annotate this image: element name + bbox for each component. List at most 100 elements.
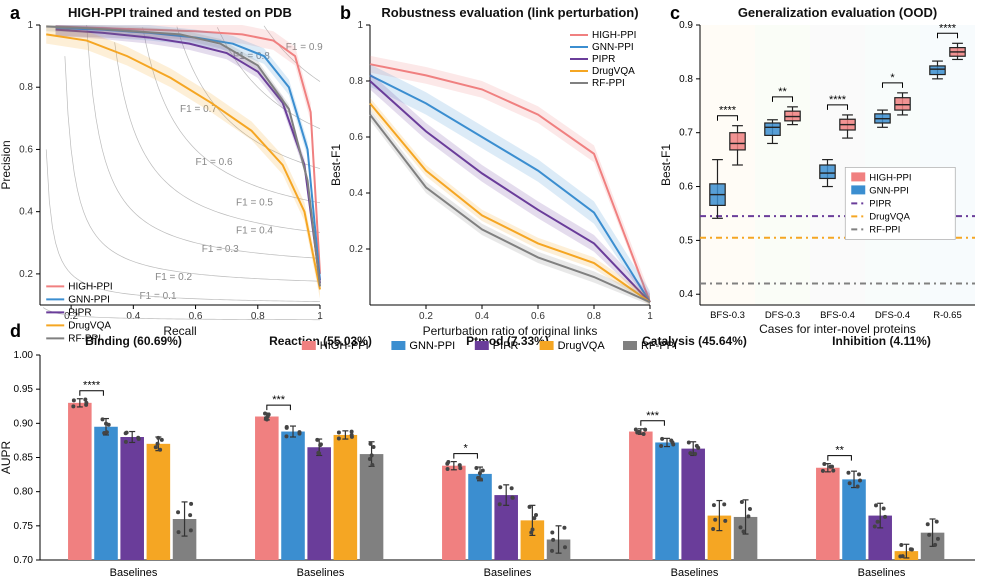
svg-text:R-0.65: R-0.65 bbox=[933, 310, 962, 321]
svg-text:F1 = 0.1: F1 = 0.1 bbox=[140, 291, 177, 302]
bar bbox=[281, 432, 305, 560]
svg-text:0.4: 0.4 bbox=[19, 207, 33, 218]
panel-c: cGeneralization evaluation (OOD)0.40.50.… bbox=[659, 3, 975, 336]
svg-text:0.8: 0.8 bbox=[587, 311, 601, 322]
svg-text:0.75: 0.75 bbox=[14, 521, 34, 532]
svg-text:F1 = 0.6: F1 = 0.6 bbox=[196, 157, 233, 168]
svg-text:AUPR: AUPR bbox=[0, 440, 13, 474]
svg-text:0.4: 0.4 bbox=[679, 289, 693, 300]
svg-text:0.2: 0.2 bbox=[419, 311, 433, 322]
svg-text:Baselines: Baselines bbox=[671, 567, 719, 579]
bar bbox=[816, 468, 840, 560]
panel-a-title: HIGH-PPI trained and tested on PDB bbox=[68, 5, 292, 20]
svg-text:0.4: 0.4 bbox=[349, 188, 363, 199]
svg-text:**: ** bbox=[835, 445, 844, 457]
svg-text:BFS-0.4: BFS-0.4 bbox=[820, 310, 855, 321]
svg-text:b: b bbox=[340, 3, 351, 23]
svg-text:0.6: 0.6 bbox=[19, 144, 33, 155]
svg-text:Precision: Precision bbox=[0, 140, 13, 189]
svg-text:**: ** bbox=[778, 86, 787, 98]
bar bbox=[68, 403, 92, 560]
svg-text:PIPR: PIPR bbox=[493, 340, 519, 352]
svg-text:0.8: 0.8 bbox=[251, 311, 265, 322]
svg-text:****: **** bbox=[829, 94, 847, 106]
svg-text:RF-PPI: RF-PPI bbox=[641, 340, 677, 352]
svg-text:PIPR: PIPR bbox=[869, 198, 891, 209]
svg-text:Best-F1: Best-F1 bbox=[659, 144, 673, 186]
svg-text:HIGH-PPI: HIGH-PPI bbox=[320, 340, 369, 352]
svg-text:1: 1 bbox=[317, 311, 323, 322]
svg-text:DrugVQA: DrugVQA bbox=[68, 320, 111, 331]
svg-text:0.6: 0.6 bbox=[679, 182, 693, 193]
svg-text:a: a bbox=[10, 3, 21, 23]
svg-text:HIGH-PPI: HIGH-PPI bbox=[869, 172, 911, 183]
svg-text:Baselines: Baselines bbox=[110, 567, 158, 579]
svg-text:HIGH-PPI: HIGH-PPI bbox=[68, 281, 112, 292]
svg-text:DFS-0.4: DFS-0.4 bbox=[875, 310, 910, 321]
svg-text:*: * bbox=[463, 443, 468, 455]
svg-text:***: *** bbox=[646, 410, 660, 422]
svg-text:PIPR: PIPR bbox=[592, 54, 615, 65]
panel-b: b Robustness evaluation (link perturbatio… bbox=[329, 3, 653, 338]
panel-b-legend: HIGH-PPIGNN-PPIPIPRDrugVQARF-PPI bbox=[570, 30, 636, 89]
svg-text:0.95: 0.95 bbox=[14, 384, 34, 395]
svg-text:GNN-PPI: GNN-PPI bbox=[592, 42, 634, 53]
svg-text:F1 = 0.4: F1 = 0.4 bbox=[236, 225, 273, 236]
bar bbox=[360, 454, 384, 560]
svg-text:0.8: 0.8 bbox=[349, 76, 363, 87]
bar bbox=[681, 449, 705, 560]
svg-text:BFS-0.3: BFS-0.3 bbox=[710, 310, 745, 321]
svg-text:0.2: 0.2 bbox=[349, 244, 363, 255]
svg-text:F1 = 0.5: F1 = 0.5 bbox=[236, 197, 273, 208]
svg-text:****: **** bbox=[83, 380, 101, 392]
svg-text:DrugVQA: DrugVQA bbox=[592, 66, 635, 77]
svg-text:0.90: 0.90 bbox=[14, 418, 34, 429]
bar bbox=[468, 474, 492, 560]
svg-text:0.6: 0.6 bbox=[531, 311, 545, 322]
bar bbox=[842, 479, 866, 560]
bar bbox=[334, 435, 358, 560]
svg-text:1.00: 1.00 bbox=[14, 350, 34, 361]
svg-text:Best-F1: Best-F1 bbox=[329, 144, 343, 186]
svg-text:1: 1 bbox=[27, 20, 33, 31]
svg-text:DFS-0.3: DFS-0.3 bbox=[765, 310, 800, 321]
panel-c-title: Generalization evaluation (OOD) bbox=[738, 5, 937, 20]
svg-text:****: **** bbox=[719, 105, 737, 117]
panel-d: d0.700.750.800.850.900.951.00AUPRBinding… bbox=[0, 321, 975, 579]
svg-text:0.9: 0.9 bbox=[679, 20, 693, 31]
svg-text:RF-PPI: RF-PPI bbox=[592, 78, 625, 89]
svg-text:1: 1 bbox=[647, 311, 653, 322]
bar bbox=[655, 442, 679, 560]
figure-svg: a HIGH-PPI trained and tested on PDB 0.2 0.… bbox=[0, 0, 1000, 581]
svg-text:***: *** bbox=[272, 394, 286, 406]
panel-d-group-title: Inhibition (4.11%) bbox=[832, 334, 931, 348]
svg-text:1: 1 bbox=[357, 20, 363, 31]
svg-text:DrugVQA: DrugVQA bbox=[869, 211, 910, 222]
bar bbox=[147, 444, 171, 560]
svg-text:0.8: 0.8 bbox=[19, 82, 33, 93]
svg-text:HIGH-PPI: HIGH-PPI bbox=[592, 30, 636, 41]
svg-text:0.6: 0.6 bbox=[349, 132, 363, 143]
svg-text:GNN-PPI: GNN-PPI bbox=[68, 294, 110, 305]
svg-text:0.85: 0.85 bbox=[14, 453, 34, 464]
svg-text:*: * bbox=[890, 72, 895, 84]
svg-text:****: **** bbox=[939, 22, 957, 34]
panel-a: aHIGH-PPI trained and tested on PDB0.20.… bbox=[0, 3, 323, 344]
svg-text:Baselines: Baselines bbox=[858, 567, 906, 579]
svg-text:Baselines: Baselines bbox=[484, 567, 532, 579]
svg-text:PIPR: PIPR bbox=[68, 307, 91, 318]
bar bbox=[255, 417, 279, 561]
panel-b-title: Robustness evaluation (link perturbation… bbox=[381, 5, 638, 20]
svg-text:GNN-PPI: GNN-PPI bbox=[409, 340, 455, 352]
bar bbox=[442, 466, 466, 560]
svg-text:0.6: 0.6 bbox=[189, 311, 203, 322]
bar bbox=[94, 427, 118, 560]
svg-text:DrugVQA: DrugVQA bbox=[558, 340, 606, 352]
svg-text:RF-PPI: RF-PPI bbox=[869, 224, 900, 235]
panel-d-group-title: Binding (60.69%) bbox=[85, 334, 182, 348]
panel-c-legend: HIGH-PPI GNN-PPI PIPR DrugVQA RF-PPI bbox=[845, 167, 955, 239]
svg-text:d: d bbox=[10, 321, 21, 341]
svg-text:GNN-PPI: GNN-PPI bbox=[869, 185, 909, 196]
bar bbox=[629, 432, 653, 560]
svg-text:F1 = 0.2: F1 = 0.2 bbox=[155, 272, 192, 283]
